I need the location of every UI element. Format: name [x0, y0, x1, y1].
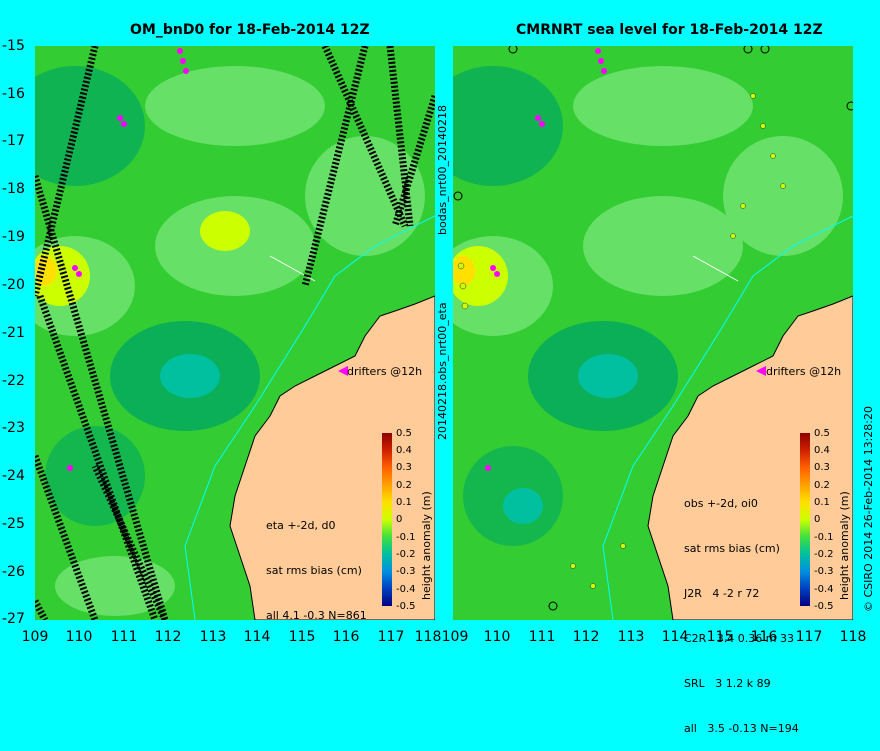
- colorbar-label: height anomaly (m): [838, 491, 851, 600]
- lat-label: -18: [2, 181, 25, 197]
- lon-label: 109: [21, 629, 49, 645]
- copyright-label: © CSIRO 2014 26-Feb-2014 13:28:20: [862, 406, 875, 612]
- stats-line: obs +-2d, oi0: [684, 497, 758, 510]
- colorbar-tick: 0: [814, 514, 821, 525]
- colorbar-strip: [800, 433, 810, 606]
- lat-label: -22: [2, 373, 25, 389]
- colorbar-tick: -0.3: [814, 566, 834, 577]
- left-map-title: OM_bnD0 for 18-Feb-2014 12Z: [130, 22, 370, 38]
- left-map-svg: [35, 46, 435, 620]
- lon-label: 112: [572, 629, 600, 645]
- colorbar-tick: -0.2: [396, 549, 416, 560]
- lat-label: -20: [2, 277, 25, 293]
- lat-label: -27: [2, 611, 25, 627]
- stats-line: J2R 4 -2 r 72: [684, 587, 760, 600]
- stats-line: all 4.1 -0.3 N=861: [266, 609, 367, 622]
- lat-label: -21: [2, 325, 25, 341]
- colorbar-strip: [382, 433, 392, 606]
- lon-label: 113: [199, 629, 227, 645]
- stats-line: C2R 3.4 0.36 m 33: [684, 632, 794, 645]
- lon-label: 111: [528, 629, 556, 645]
- lat-label: -23: [2, 420, 25, 436]
- colorbar-tick: -0.4: [814, 584, 834, 595]
- drifters-label-right: drifters @12h: [766, 365, 842, 378]
- drifters-label-left: drifters @12h: [347, 365, 423, 378]
- left-map-panel[interactable]: [35, 46, 435, 620]
- lat-label: -15: [2, 38, 25, 54]
- lon-label: 110: [483, 629, 511, 645]
- colorbar-tick: 0.3: [814, 462, 830, 473]
- lat-label: -16: [2, 86, 25, 102]
- colorbar-label: height anomaly (m): [420, 491, 433, 600]
- colorbar-tick: 0: [396, 514, 403, 525]
- right-map-svg: [453, 46, 853, 620]
- colorbar-tick: 0.2: [396, 480, 412, 491]
- colorbar-tick: -0.2: [814, 549, 834, 560]
- colorbar-tick: 0.4: [396, 445, 412, 456]
- colorbar-tick: -0.5: [814, 601, 834, 612]
- stats-line: eta +-2d, d0: [266, 519, 336, 532]
- stats-line: SRL 3 1.2 k 89: [684, 677, 771, 690]
- lon-label: 117: [377, 629, 405, 645]
- lat-label: -24: [2, 468, 25, 484]
- colorbar-tick: -0.1: [396, 532, 416, 543]
- lon-label: 118: [839, 629, 867, 645]
- lon-label: 112: [154, 629, 182, 645]
- right-stats: obs +-2d, oi0 sat rms bias (cm) J2R 4 -2…: [684, 466, 799, 751]
- lat-label: -25: [2, 516, 25, 532]
- lon-label: 116: [750, 629, 778, 645]
- colorbar-tick: 0.1: [396, 497, 412, 508]
- colorbar-tick: -0.4: [396, 584, 416, 595]
- bodas-label: bodas_nrt00_20140218: [436, 105, 449, 235]
- lon-label: 114: [661, 629, 689, 645]
- colorbar-tick: 0.2: [814, 480, 830, 491]
- right-map-panel[interactable]: [453, 46, 853, 620]
- lon-label: 111: [110, 629, 138, 645]
- lon-label: 115: [706, 629, 734, 645]
- lat-label: -17: [2, 133, 25, 149]
- stats-line: all 3.5 -0.13 N=194: [684, 722, 799, 735]
- lon-label: 114: [243, 629, 271, 645]
- colorbar-tick: -0.3: [396, 566, 416, 577]
- lat-label: -26: [2, 564, 25, 580]
- lon-label: 117: [795, 629, 823, 645]
- lon-label: 116: [332, 629, 360, 645]
- colorbar-tick: -0.1: [814, 532, 834, 543]
- lon-label: 109: [441, 629, 469, 645]
- stats-line: sat rms bias (cm): [684, 542, 780, 555]
- left-stats: eta +-2d, d0 sat rms bias (cm) all 4.1 -…: [266, 488, 367, 638]
- lon-label: 113: [617, 629, 645, 645]
- lon-label: 110: [65, 629, 93, 645]
- right-map-title: CMRNRT sea level for 18-Feb-2014 12Z: [516, 22, 823, 38]
- colorbar-tick: 0.4: [814, 445, 830, 456]
- lat-label: -19: [2, 229, 25, 245]
- colorbar-tick: -0.5: [396, 601, 416, 612]
- obs-label: 20140218.obs_nrt00_eta: [436, 302, 449, 440]
- colorbar-tick: 0.5: [396, 428, 412, 439]
- lon-label: 118: [414, 629, 442, 645]
- lon-label: 115: [288, 629, 316, 645]
- colorbar-tick: 0.1: [814, 497, 830, 508]
- colorbar-tick: 0.5: [814, 428, 830, 439]
- stats-line: sat rms bias (cm): [266, 564, 362, 577]
- colorbar-tick: 0.3: [396, 462, 412, 473]
